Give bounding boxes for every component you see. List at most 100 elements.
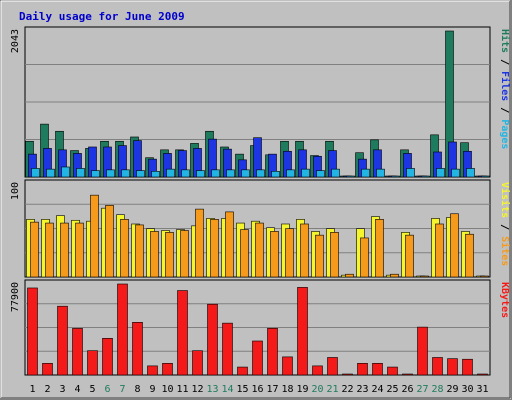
bar-sites-day-7 [120, 219, 129, 278]
bar-pages-day-18 [286, 169, 295, 178]
bar-sites-day-23 [360, 237, 369, 278]
x-tick-label: 24 [371, 384, 383, 395]
bar-pages-day-27 [421, 175, 430, 178]
bar-sites-day-22 [345, 273, 354, 278]
bar-sites-day-31 [480, 275, 489, 278]
bar-kbytes-day-9 [147, 365, 158, 376]
bar-kbytes-day-27 [417, 326, 428, 376]
bar-sites-day-8 [135, 224, 144, 278]
bar-sites-day-2 [45, 222, 54, 278]
bar-sites-day-16 [255, 222, 264, 278]
bar-kbytes-day-13 [207, 303, 218, 376]
bar-pages-day-2 [46, 168, 55, 178]
panel-hits-files-pages: 2043 Hits / Files / Pages [10, 26, 511, 178]
bar-sites-day-21 [330, 232, 339, 278]
bar-pages-day-25 [391, 175, 400, 178]
bar-pages-day-30 [466, 168, 475, 178]
bar-pages-day-12 [196, 170, 205, 178]
side-label-separator: / [499, 101, 510, 119]
x-tick-label: 11 [176, 384, 188, 395]
bar-pages-day-13 [211, 169, 220, 178]
bar-sites-day-27 [420, 275, 429, 278]
x-tick-label: 27 [416, 384, 428, 395]
bar-kbytes-day-4 [72, 328, 83, 376]
side-label-visits: Visits [499, 182, 511, 218]
x-tick-label: 2 [44, 384, 50, 395]
bar-sites-day-17 [270, 231, 279, 278]
bar-kbytes-day-20 [312, 365, 323, 376]
bar-pages-day-5 [91, 170, 100, 178]
x-tick-label: 31 [476, 384, 488, 395]
bar-kbytes-day-5 [87, 350, 98, 376]
bar-sites-day-29 [450, 213, 459, 278]
x-tick-label: 15 [236, 384, 248, 395]
bar-pages-day-26 [406, 168, 415, 178]
bar-kbytes-day-19 [297, 287, 308, 376]
bar-pages-day-19 [301, 168, 310, 178]
bar-sites-day-5 [90, 194, 99, 278]
x-tick-label: 14 [221, 384, 233, 395]
bar-sites-day-9 [150, 231, 159, 278]
bar-pages-day-23 [361, 168, 370, 178]
bar-sites-day-19 [300, 223, 309, 278]
chart-panels: 2043 Hits / Files / Pages 100 Visits / Site… [10, 26, 511, 376]
bar-sites-day-1 [30, 221, 39, 278]
side-label: Visits / Sites [499, 182, 511, 266]
x-tick-label: 5 [89, 384, 95, 395]
bar-kbytes-day-21 [327, 357, 338, 376]
side-label-pages: Pages [499, 119, 510, 149]
y-max-label: 100 [10, 182, 21, 200]
bar-kbytes-day-17 [267, 327, 278, 376]
bar-kbytes-day-29 [447, 358, 458, 376]
x-tick-label: 3 [59, 384, 65, 395]
bar-sites-day-30 [465, 233, 474, 278]
bar-pages-day-22 [346, 175, 355, 178]
bar-kbytes-day-7 [117, 283, 128, 376]
chart-title: Daily usage for June 2009 [19, 10, 185, 23]
bar-pages-day-4 [76, 168, 85, 178]
bar-kbytes-day-6 [102, 338, 113, 376]
x-tick-label: 13 [206, 384, 218, 395]
bar-kbytes-day-28 [432, 357, 443, 376]
bar-kbytes-day-2 [42, 363, 53, 376]
x-tick-label: 17 [266, 384, 278, 395]
side-label-separator: / [499, 218, 510, 236]
x-tick-label: 23 [356, 384, 368, 395]
bar-kbytes-day-12 [192, 350, 203, 376]
bar-sites-day-4 [75, 222, 84, 278]
bar-kbytes-day-1 [27, 287, 38, 376]
bar-kbytes-day-26 [402, 373, 413, 376]
bar-pages-day-24 [376, 168, 385, 178]
side-label: KBytes [499, 282, 510, 318]
x-tick-label: 8 [134, 384, 140, 395]
x-tick-label: 18 [281, 384, 293, 395]
x-tick-label: 19 [296, 384, 308, 395]
side-label-sites: Sites [499, 236, 511, 266]
bar-pages-day-31 [481, 175, 490, 178]
x-tick-label: 16 [251, 384, 263, 395]
bar-pages-day-15 [241, 169, 250, 178]
bar-kbytes-day-10 [162, 363, 173, 376]
bar-kbytes-day-24 [372, 363, 383, 376]
bar-pages-day-1 [31, 168, 40, 178]
bar-pages-day-20 [316, 170, 325, 178]
bar-kbytes-day-30 [462, 358, 473, 376]
bar-pages-day-10 [166, 168, 175, 178]
side-label-separator: / [499, 53, 510, 71]
bar-pages-day-21 [331, 168, 340, 178]
bar-kbytes-day-11 [177, 290, 188, 376]
x-tick-label: 20 [311, 384, 323, 395]
side-label-files: Files [499, 71, 511, 101]
x-tick-label: 1 [29, 384, 35, 395]
x-tick-label: 4 [74, 384, 80, 395]
bar-pages-day-14 [226, 169, 235, 178]
bar-kbytes-day-18 [282, 356, 293, 376]
bar-pages-day-28 [436, 168, 445, 178]
panel-visits-sites: 100 Visits / Sites [10, 179, 511, 278]
side-label: Hits / Files / Pages [499, 29, 511, 149]
bar-pages-day-3 [61, 166, 70, 178]
y-max-label: 77900 [10, 282, 21, 312]
bar-sites-day-20 [315, 234, 324, 278]
bar-sites-day-11 [180, 230, 189, 278]
